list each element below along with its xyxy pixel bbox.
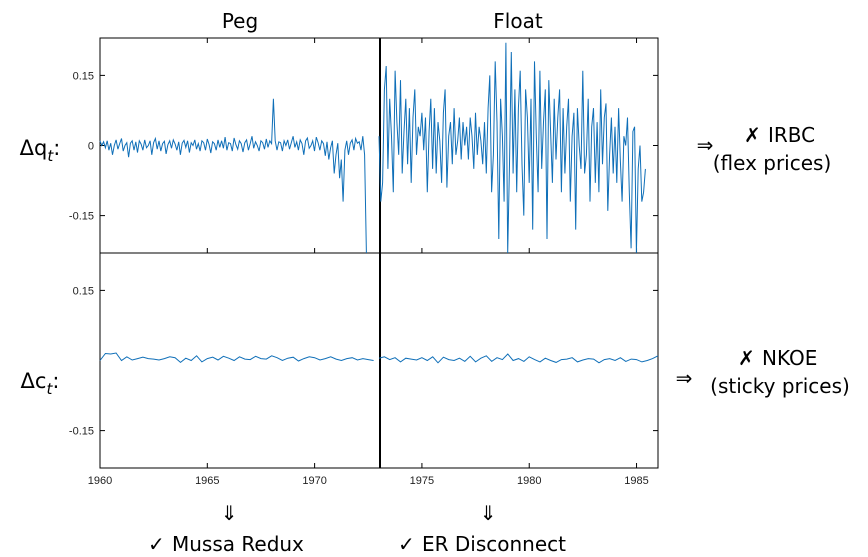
x-tick-label: 1985 — [624, 475, 648, 487]
check-icon: ✓ — [398, 532, 415, 556]
cross-icon: ✗ — [738, 346, 755, 370]
y-tick-label: -0.15 — [69, 211, 94, 223]
dc-series-peg — [99, 352, 374, 364]
column-title-peg: Peg — [222, 9, 258, 33]
annotation-nkoe-arrow: ⇒ — [676, 366, 693, 390]
annotation-irbc-arrow: ⇒ — [697, 133, 714, 157]
annotation-er-arrow: ⇓ — [480, 501, 497, 525]
annotation-nkoe-note: (sticky prices) — [710, 374, 850, 398]
y-tick-label: 0.15 — [73, 70, 94, 82]
column-title-float: Float — [493, 9, 543, 33]
annotation-nkoe-model: NKOE — [762, 346, 817, 370]
y-tick-label: 0 — [88, 141, 94, 153]
bottom-y-label-var: Δc — [21, 369, 47, 393]
top-panel-ticks: 0.15 0 -0.15 — [69, 70, 658, 223]
x-tick-label: 1970 — [302, 475, 326, 487]
bottom-y-label-sub: t — [46, 380, 53, 398]
annotation-irbc-note: (flex prices) — [713, 151, 832, 175]
y-tick-label: 0.15 — [73, 285, 94, 297]
x-tick-label: 1960 — [88, 475, 112, 487]
series-lines — [99, 42, 659, 364]
top-y-label-suffix: : — [53, 136, 60, 160]
annotation-er-text: ER Disconnect — [422, 532, 566, 556]
annotation-irbc: ⇒ ✗ IRBC (flex prices) — [697, 123, 832, 175]
x-tick-label: 1975 — [410, 475, 434, 487]
annotation-mussa: ⇓ ✓ Mussa Redux — [148, 501, 304, 556]
cross-icon: ✗ — [744, 123, 761, 147]
annotation-mussa-text: Mussa Redux — [172, 532, 304, 556]
dc-series-float — [378, 353, 659, 364]
annotation-er-disconnect: ⇓ ✓ ER Disconnect — [398, 501, 566, 556]
dq-series-peg — [99, 98, 367, 254]
top-y-label-sub: t — [47, 147, 54, 165]
x-tick-label: 1965 — [195, 475, 219, 487]
x-axis-ticks: 1960 1965 1970 1975 1980 1985 — [88, 38, 649, 487]
bottom-panel-ticks: 0.15 -0.15 — [69, 285, 658, 438]
top-y-label: Δqt: — [20, 136, 61, 165]
bottom-y-label: Δct: — [21, 369, 60, 398]
annotation-nkoe: ⇒ ✗ NKOE (sticky prices) — [676, 346, 850, 398]
annotation-irbc-model: IRBC — [768, 123, 815, 147]
y-tick-label: -0.15 — [69, 426, 94, 438]
annotation-mussa-arrow: ⇓ — [221, 501, 238, 525]
bottom-y-label-suffix: : — [52, 369, 59, 393]
top-y-label-var: Δq — [20, 136, 48, 160]
x-tick-label: 1980 — [517, 475, 541, 487]
check-icon: ✓ — [148, 532, 165, 556]
dq-series-float — [378, 42, 646, 254]
